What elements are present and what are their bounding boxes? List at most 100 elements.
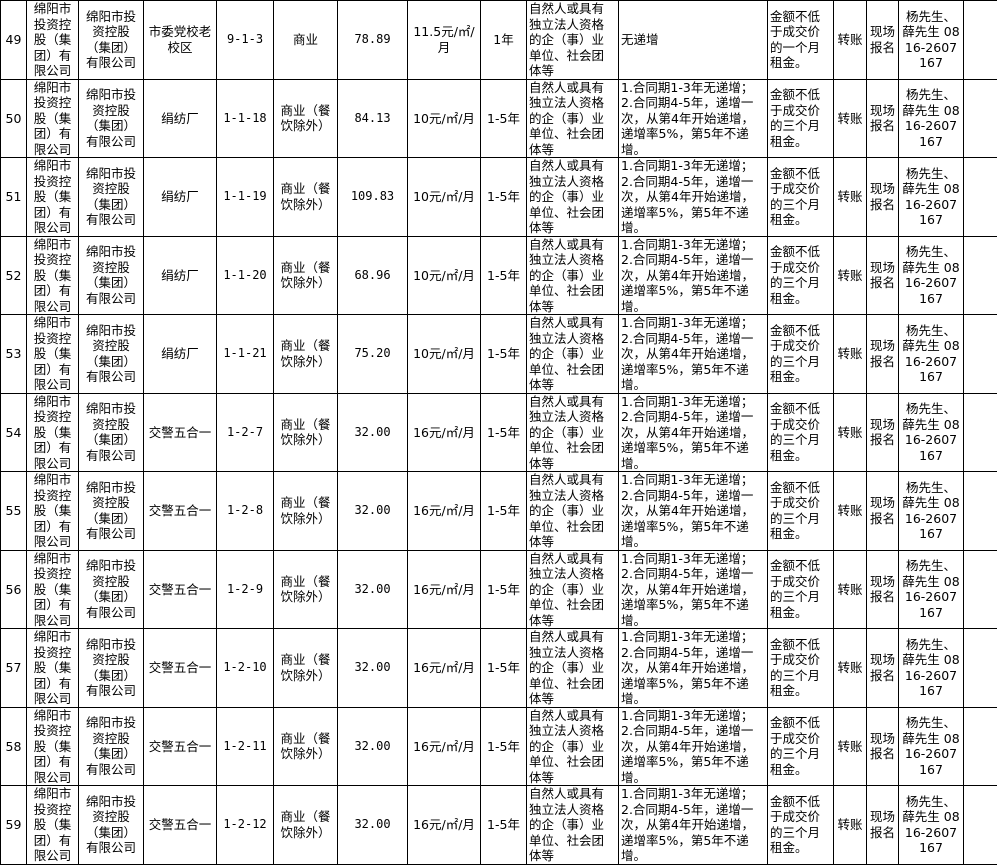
payment-cell: 转账: [834, 315, 867, 394]
note-cell: [964, 707, 997, 786]
term-cell: 1-5年: [481, 707, 527, 786]
unit-cell: 1-1-21: [217, 315, 274, 394]
use-cell: 商业: [274, 1, 338, 80]
qualification-cell: 自然人或具有独立法人资格的企（事）业单位、社会团体等: [527, 158, 619, 237]
deposit-cell: 金额不低于成交价的三个月租金。: [768, 158, 834, 237]
use-cell: 商业（餐饮除外）: [274, 158, 338, 237]
area-cell: 32.00: [338, 550, 408, 629]
area-cell: 32.00: [338, 393, 408, 472]
qualification-cell: 自然人或具有独立法人资格的企（事）业单位、社会团体等: [527, 707, 619, 786]
row-number: 51: [1, 158, 27, 237]
rent-increase-cell: 1.合同期1-3年无递增；2.合同期4-5年，递增一次，从第4年开始递增，递增率…: [619, 629, 768, 708]
owner-cell: 绵阳市投资控股（集团）有限公司: [27, 315, 79, 394]
location-cell: 绢纺厂: [144, 158, 217, 237]
row-number: 52: [1, 236, 27, 315]
deposit-cell: 金额不低于成交价的三个月租金。: [768, 79, 834, 158]
unit-cell: 1-2-8: [217, 472, 274, 551]
note-cell: [964, 158, 997, 237]
deposit-cell: 金额不低于成交价的三个月租金。: [768, 472, 834, 551]
rent-increase-cell: 1.合同期1-3年无递增；2.合同期4-5年，递增一次，从第4年开始递增，递增率…: [619, 79, 768, 158]
area-cell: 32.00: [338, 472, 408, 551]
area-cell: 68.96: [338, 236, 408, 315]
location-cell: 交警五合一: [144, 393, 217, 472]
area-cell: 32.00: [338, 786, 408, 865]
operator-cell: 绵阳市投资控股（集团）有限公司: [79, 550, 144, 629]
contact-cell: 杨先生、薛先生 0816-2607167: [899, 393, 964, 472]
use-cell: 商业（餐饮除外）: [274, 315, 338, 394]
note-cell: [964, 393, 997, 472]
area-cell: 75.20: [338, 315, 408, 394]
note-cell: [964, 550, 997, 629]
operator-cell: 绵阳市投资控股（集团）有限公司: [79, 393, 144, 472]
contact-cell: 杨先生、薛先生 0816-2607167: [899, 707, 964, 786]
qualification-cell: 自然人或具有独立法人资格的企（事）业单位、社会团体等: [527, 315, 619, 394]
signup-cell: 现场报名: [867, 707, 899, 786]
signup-cell: 现场报名: [867, 236, 899, 315]
area-cell: 32.00: [338, 629, 408, 708]
note-cell: [964, 79, 997, 158]
qualification-cell: 自然人或具有独立法人资格的企（事）业单位、社会团体等: [527, 1, 619, 80]
term-cell: 1-5年: [481, 158, 527, 237]
signup-cell: 现场报名: [867, 79, 899, 158]
unit-cell: 1-1-19: [217, 158, 274, 237]
contact-cell: 杨先生、薛先生 0816-2607167: [899, 550, 964, 629]
payment-cell: 转账: [834, 629, 867, 708]
operator-cell: 绵阳市投资控股（集团）有限公司: [79, 236, 144, 315]
row-number: 53: [1, 315, 27, 394]
rent-increase-cell: 1.合同期1-3年无递增；2.合同期4-5年，递增一次，从第4年开始递增，递增率…: [619, 786, 768, 865]
deposit-cell: 金额不低于成交价的三个月租金。: [768, 550, 834, 629]
area-cell: 84.13: [338, 79, 408, 158]
owner-cell: 绵阳市投资控股（集团）有限公司: [27, 236, 79, 315]
term-cell: 1-5年: [481, 393, 527, 472]
price-cell: 10元/㎡/月: [408, 158, 481, 237]
price-cell: 16元/㎡/月: [408, 786, 481, 865]
signup-cell: 现场报名: [867, 629, 899, 708]
operator-cell: 绵阳市投资控股（集团）有限公司: [79, 786, 144, 865]
location-cell: 交警五合一: [144, 629, 217, 708]
term-cell: 1-5年: [481, 472, 527, 551]
payment-cell: 转账: [834, 236, 867, 315]
payment-cell: 转账: [834, 393, 867, 472]
unit-cell: 1-2-10: [217, 629, 274, 708]
owner-cell: 绵阳市投资控股（集团）有限公司: [27, 79, 79, 158]
owner-cell: 绵阳市投资控股（集团）有限公司: [27, 786, 79, 865]
owner-cell: 绵阳市投资控股（集团）有限公司: [27, 472, 79, 551]
row-number: 59: [1, 786, 27, 865]
rent-increase-cell: 1.合同期1-3年无递增；2.合同期4-5年，递增一次，从第4年开始递增，递增率…: [619, 472, 768, 551]
row-number: 58: [1, 707, 27, 786]
price-cell: 16元/㎡/月: [408, 629, 481, 708]
payment-cell: 转账: [834, 472, 867, 551]
deposit-cell: 金额不低于成交价的三个月租金。: [768, 393, 834, 472]
signup-cell: 现场报名: [867, 472, 899, 551]
rent-increase-cell: 1.合同期1-3年无递增；2.合同期4-5年，递增一次，从第4年开始递增，递增率…: [619, 158, 768, 237]
operator-cell: 绵阳市投资控股（集团）有限公司: [79, 707, 144, 786]
qualification-cell: 自然人或具有独立法人资格的企（事）业单位、社会团体等: [527, 472, 619, 551]
contact-cell: 杨先生、薛先生 0816-2607167: [899, 315, 964, 394]
location-cell: 交警五合一: [144, 786, 217, 865]
term-cell: 1-5年: [481, 315, 527, 394]
location-cell: 交警五合一: [144, 550, 217, 629]
rent-increase-cell: 1.合同期1-3年无递增；2.合同期4-5年，递增一次，从第4年开始递增，递增率…: [619, 550, 768, 629]
owner-cell: 绵阳市投资控股（集团）有限公司: [27, 707, 79, 786]
owner-cell: 绵阳市投资控股（集团）有限公司: [27, 393, 79, 472]
area-cell: 109.83: [338, 158, 408, 237]
signup-cell: 现场报名: [867, 393, 899, 472]
area-cell: 78.89: [338, 1, 408, 80]
contact-cell: 杨先生、薛先生 0816-2607167: [899, 79, 964, 158]
price-cell: 16元/㎡/月: [408, 707, 481, 786]
qualification-cell: 自然人或具有独立法人资格的企（事）业单位、社会团体等: [527, 786, 619, 865]
price-cell: 16元/㎡/月: [408, 393, 481, 472]
owner-cell: 绵阳市投资控股（集团）有限公司: [27, 629, 79, 708]
location-cell: 市委党校老校区: [144, 1, 217, 80]
rent-increase-cell: 1.合同期1-3年无递增；2.合同期4-5年，递增一次，从第4年开始递增，递增率…: [619, 236, 768, 315]
contact-cell: 杨先生、薛先生 0816-2607167: [899, 786, 964, 865]
unit-cell: 1-2-12: [217, 786, 274, 865]
payment-cell: 转账: [834, 786, 867, 865]
row-number: 50: [1, 79, 27, 158]
qualification-cell: 自然人或具有独立法人资格的企（事）业单位、社会团体等: [527, 236, 619, 315]
